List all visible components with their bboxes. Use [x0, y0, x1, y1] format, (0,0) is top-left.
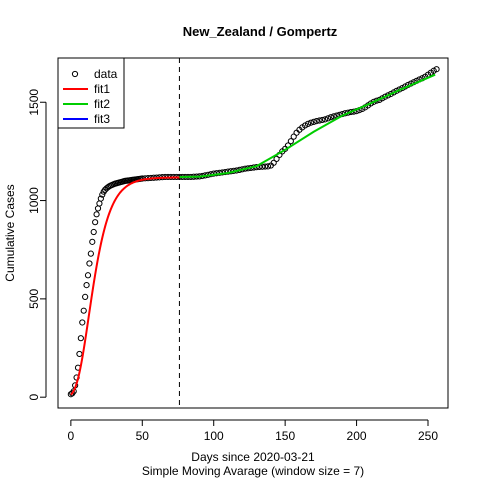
data-point: [76, 350, 83, 358]
data-point: [90, 228, 97, 236]
x-tick-label: 250: [418, 429, 438, 443]
x-tick-label: 50: [136, 429, 150, 443]
data-point: [287, 138, 294, 145]
x-tick-label: 200: [347, 429, 367, 443]
data-point: [327, 114, 334, 121]
x-axis-subtitle: Simple Moving Avarage (window size = 7): [142, 464, 364, 478]
data-point: [313, 118, 320, 125]
chart-title: New_Zealand / Gompertz: [183, 24, 338, 39]
data-point: [433, 66, 440, 73]
data-point: [77, 335, 84, 342]
data-point: [304, 120, 312, 127]
data-point: [373, 97, 380, 104]
x-axis-label: Days since 2020-03-21: [191, 450, 315, 464]
legend-label: fit3: [94, 112, 110, 126]
plot-frame: [57, 57, 449, 409]
y-tick-label: 500: [27, 289, 41, 309]
data-point: [96, 200, 103, 207]
data-point: [330, 113, 337, 120]
data-point: [86, 260, 93, 267]
legend-label: fit1: [94, 82, 110, 96]
data-point: [264, 163, 272, 170]
legend-marker: [71, 70, 79, 78]
data-point: [259, 163, 266, 170]
x-tick-label: 0: [68, 429, 75, 443]
data-point: [80, 307, 87, 314]
data-point: [87, 250, 94, 257]
data-point: [89, 238, 96, 245]
x-tick-label: 150: [275, 429, 295, 443]
data-point: [384, 92, 392, 99]
data-point: [79, 319, 86, 326]
data-point: [94, 205, 102, 212]
x-axis: 0 50 100 150 200 250: [68, 419, 438, 443]
data-point: [84, 272, 92, 279]
fit1-curve: [70, 176, 180, 396]
y-tick-label: 1000: [27, 187, 41, 214]
data-point: [319, 116, 326, 124]
y-axis-label: Cumulative Cases: [3, 184, 17, 281]
data-point: [273, 155, 280, 162]
data-point: [316, 117, 323, 124]
data-point: [82, 293, 89, 301]
x-tick-label: 100: [204, 429, 224, 443]
data-point: [222, 168, 229, 176]
legend-label: data: [94, 67, 118, 81]
y-axis: 0 500 1000 1500: [27, 89, 47, 401]
data-point: [322, 116, 329, 123]
data-point: [290, 133, 297, 140]
data-point: [93, 211, 100, 218]
data-point: [270, 159, 277, 166]
y-tick-label: 0: [27, 394, 41, 401]
data-point: [99, 191, 106, 198]
data-point: [324, 115, 332, 122]
data-point: [83, 282, 90, 289]
data-point: [92, 219, 99, 226]
legend-label: fit2: [94, 97, 110, 111]
y-tick-label: 1500: [27, 89, 41, 116]
data-point: [307, 119, 314, 126]
data-point: [310, 118, 317, 126]
legend-box: [57, 57, 125, 129]
data-point: [97, 195, 104, 202]
fit2-curve: [179, 73, 436, 178]
data-point: [262, 163, 269, 170]
data-point: [370, 98, 377, 105]
